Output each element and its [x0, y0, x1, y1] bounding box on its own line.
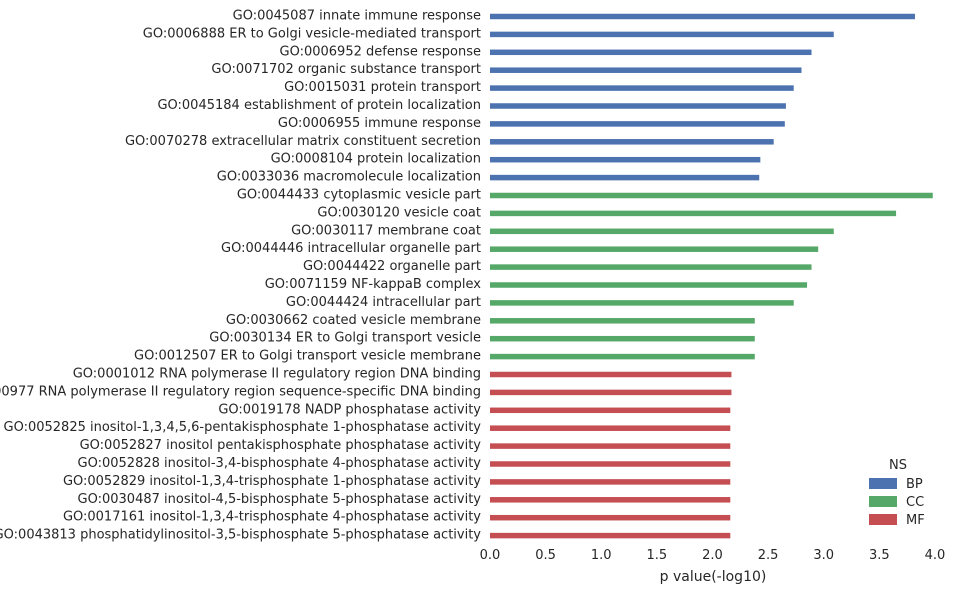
legend-swatch-mf: [869, 514, 897, 525]
legend-label-cc: CC: [906, 495, 924, 510]
bar-bp: [490, 67, 802, 73]
bar-cc: [490, 192, 933, 199]
bar-mf: [490, 443, 731, 449]
category-label: GO:0044433 cytoplasmic vesicle part: [237, 188, 481, 203]
category-label: GO:0044422 organelle part: [303, 259, 481, 274]
category-label: GO:0045184 establishment of protein loca…: [157, 98, 481, 113]
category-label: GO:0043813 phosphatidylinositol-3,5-bisp…: [0, 528, 481, 543]
bar-bp: [490, 49, 812, 56]
legend-swatch-cc: [869, 496, 897, 507]
bar-cc: [490, 210, 897, 217]
category-label: GO:0030134 ER to Golgi transport vesicle: [209, 331, 481, 346]
category-label: GO:0019178 NADP phosphatase activity: [218, 402, 481, 417]
category-label: GO:0006955 immune response: [278, 116, 481, 131]
x-tick-label: 2.0: [702, 548, 723, 563]
bar-cc: [490, 300, 794, 306]
bar-bp: [490, 156, 761, 163]
bar-mf: [490, 407, 731, 414]
category-label: GO:0012507 ER to Golgi transport vesicle…: [134, 349, 481, 364]
category-label: GO:0008104 protein localization: [271, 152, 481, 167]
legend-label-bp: BP: [906, 477, 923, 492]
bar-bp: [490, 121, 785, 127]
legend-swatch-bp: [869, 478, 897, 489]
category-label: GO:0033036 macromolecule localization: [217, 170, 481, 185]
bar-bp: [490, 139, 774, 145]
bar-cc: [490, 282, 808, 288]
bar-cc: [490, 318, 755, 324]
x-tick-label: 1.5: [647, 548, 668, 563]
category-label: GO:0006888 ER to Golgi vesicle-mediated …: [143, 26, 481, 41]
x-tick-label: 1.0: [591, 548, 612, 563]
category-label: GO:0015031 protein transport: [284, 80, 481, 95]
category-label: GO:0001012 RNA polymerase II regulatory …: [73, 367, 481, 382]
bar-bp: [490, 31, 834, 38]
bar-mf: [490, 371, 732, 378]
bar-cc: [490, 264, 812, 270]
bar-mf: [490, 532, 731, 539]
bar-cc: [490, 228, 834, 235]
bars-layer: [490, 13, 933, 539]
bar-bp: [490, 103, 786, 109]
category-label: GO:0006952 defense response: [280, 44, 482, 59]
bar-cc: [490, 353, 755, 360]
category-label: GO:0017161 inositol-1,3,4-trisphosphate …: [63, 510, 481, 525]
x-axis: p value(-log10) 0.0 0.5 1.0 1.5 2.0 2.5 3.0 3.5…: [480, 548, 946, 585]
bar-mf: [490, 479, 731, 485]
category-label: GO:0071159 NF-kappaB complex: [265, 277, 482, 292]
category-label: GO:0052825 inositol-1,3,4,5,6-pentakisph…: [4, 420, 482, 435]
x-axis-label: p value(-log10): [660, 569, 767, 585]
category-label: GO:0030662 coated vesicle membrane: [226, 313, 481, 328]
category-label: GO:0071702 organic substance transport: [211, 62, 481, 77]
bar-mf: [490, 514, 731, 521]
bar-cc: [490, 335, 755, 342]
bar-bp: [490, 174, 760, 181]
x-tick-label: 3.5: [869, 548, 890, 563]
category-label: GO:0044446 intracellular organelle part: [221, 241, 481, 256]
x-tick-label: 2.5: [758, 548, 779, 563]
bar-bp: [490, 13, 915, 20]
category-label: GO:0052829 inositol-1,3,4-trisphosphate …: [63, 474, 481, 489]
x-tick-label: 0.0: [480, 548, 501, 563]
bar-cc: [490, 246, 819, 252]
category-label: GO:0070278 extracellular matrix constitu…: [125, 134, 481, 149]
legend-title: NS: [889, 458, 907, 473]
category-label: GO:0000977 RNA polymerase II regulatory …: [0, 384, 481, 399]
bar-bp: [490, 85, 794, 91]
category-label: GO:0030117 membrane coat: [291, 223, 481, 238]
legend: NS BP CC MF: [869, 458, 925, 528]
bar-mf: [490, 497, 731, 503]
x-tick-label: 3.0: [813, 548, 834, 563]
bar-mf: [490, 461, 731, 467]
legend-label-mf: MF: [906, 513, 925, 528]
category-label: GO:0045087 innate immune response: [233, 9, 481, 24]
x-tick-label: 0.5: [535, 548, 556, 563]
category-label: GO:0052828 inositol-3,4-bisphosphate 4-p…: [78, 456, 482, 471]
category-label: GO:0030120 vesicle coat: [317, 205, 481, 220]
category-label: GO:0044424 intracellular part: [286, 295, 481, 310]
category-labels: GO:0045087 innate immune response GO:0006…: [0, 9, 481, 543]
bar-mf: [490, 425, 731, 431]
category-label: GO:0052827 inositol pentakisphosphate ph…: [80, 438, 482, 453]
category-label: GO:0030487 inositol-4,5-bisphosphate 5-p…: [78, 492, 482, 507]
bar-mf: [490, 389, 732, 396]
x-tick-label: 4.0: [925, 548, 946, 563]
